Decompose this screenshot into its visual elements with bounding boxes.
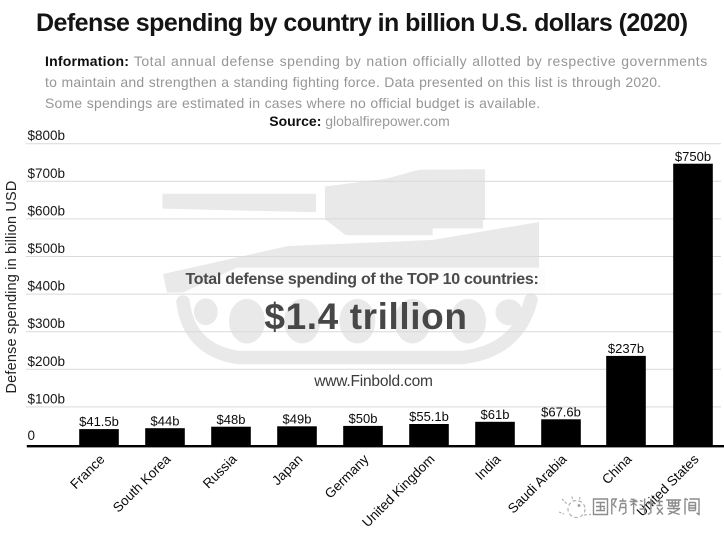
svg-text:$700b: $700b <box>28 166 66 181</box>
svg-text:$49b: $49b <box>283 411 312 426</box>
svg-text:$67.6b: $67.6b <box>541 404 581 419</box>
svg-text:$600b: $600b <box>28 203 66 218</box>
svg-text:India: India <box>472 451 504 483</box>
svg-text:$400b: $400b <box>28 279 66 294</box>
svg-text:United Kingdom: United Kingdom <box>359 452 438 531</box>
svg-text:$100b: $100b <box>28 391 66 406</box>
svg-text:$500b: $500b <box>28 241 66 256</box>
svg-text:France: France <box>67 452 107 492</box>
svg-text:China: China <box>599 451 635 487</box>
svg-text:$48b: $48b <box>217 412 246 427</box>
svg-text:$55.1b: $55.1b <box>409 409 449 424</box>
svg-text:$50b: $50b <box>349 411 378 426</box>
svg-text:$61b: $61b <box>481 407 510 422</box>
svg-text:Russia: Russia <box>200 451 240 491</box>
svg-text:$44b: $44b <box>151 413 180 428</box>
svg-text:Defense spending in billion US: Defense spending in billion USD <box>4 181 20 394</box>
svg-text:$300b: $300b <box>28 316 66 331</box>
svg-text:$800b: $800b <box>28 128 66 143</box>
svg-text:Germany: Germany <box>322 451 372 501</box>
svg-text:$750b: $750b <box>675 149 711 164</box>
svg-text:$41.5b: $41.5b <box>79 414 119 429</box>
svg-text:Japan: Japan <box>269 452 306 489</box>
svg-text:0: 0 <box>28 428 36 443</box>
svg-text:$237b: $237b <box>608 341 644 356</box>
svg-text:$200b: $200b <box>28 354 66 369</box>
svg-text:South Korea: South Korea <box>110 451 174 515</box>
